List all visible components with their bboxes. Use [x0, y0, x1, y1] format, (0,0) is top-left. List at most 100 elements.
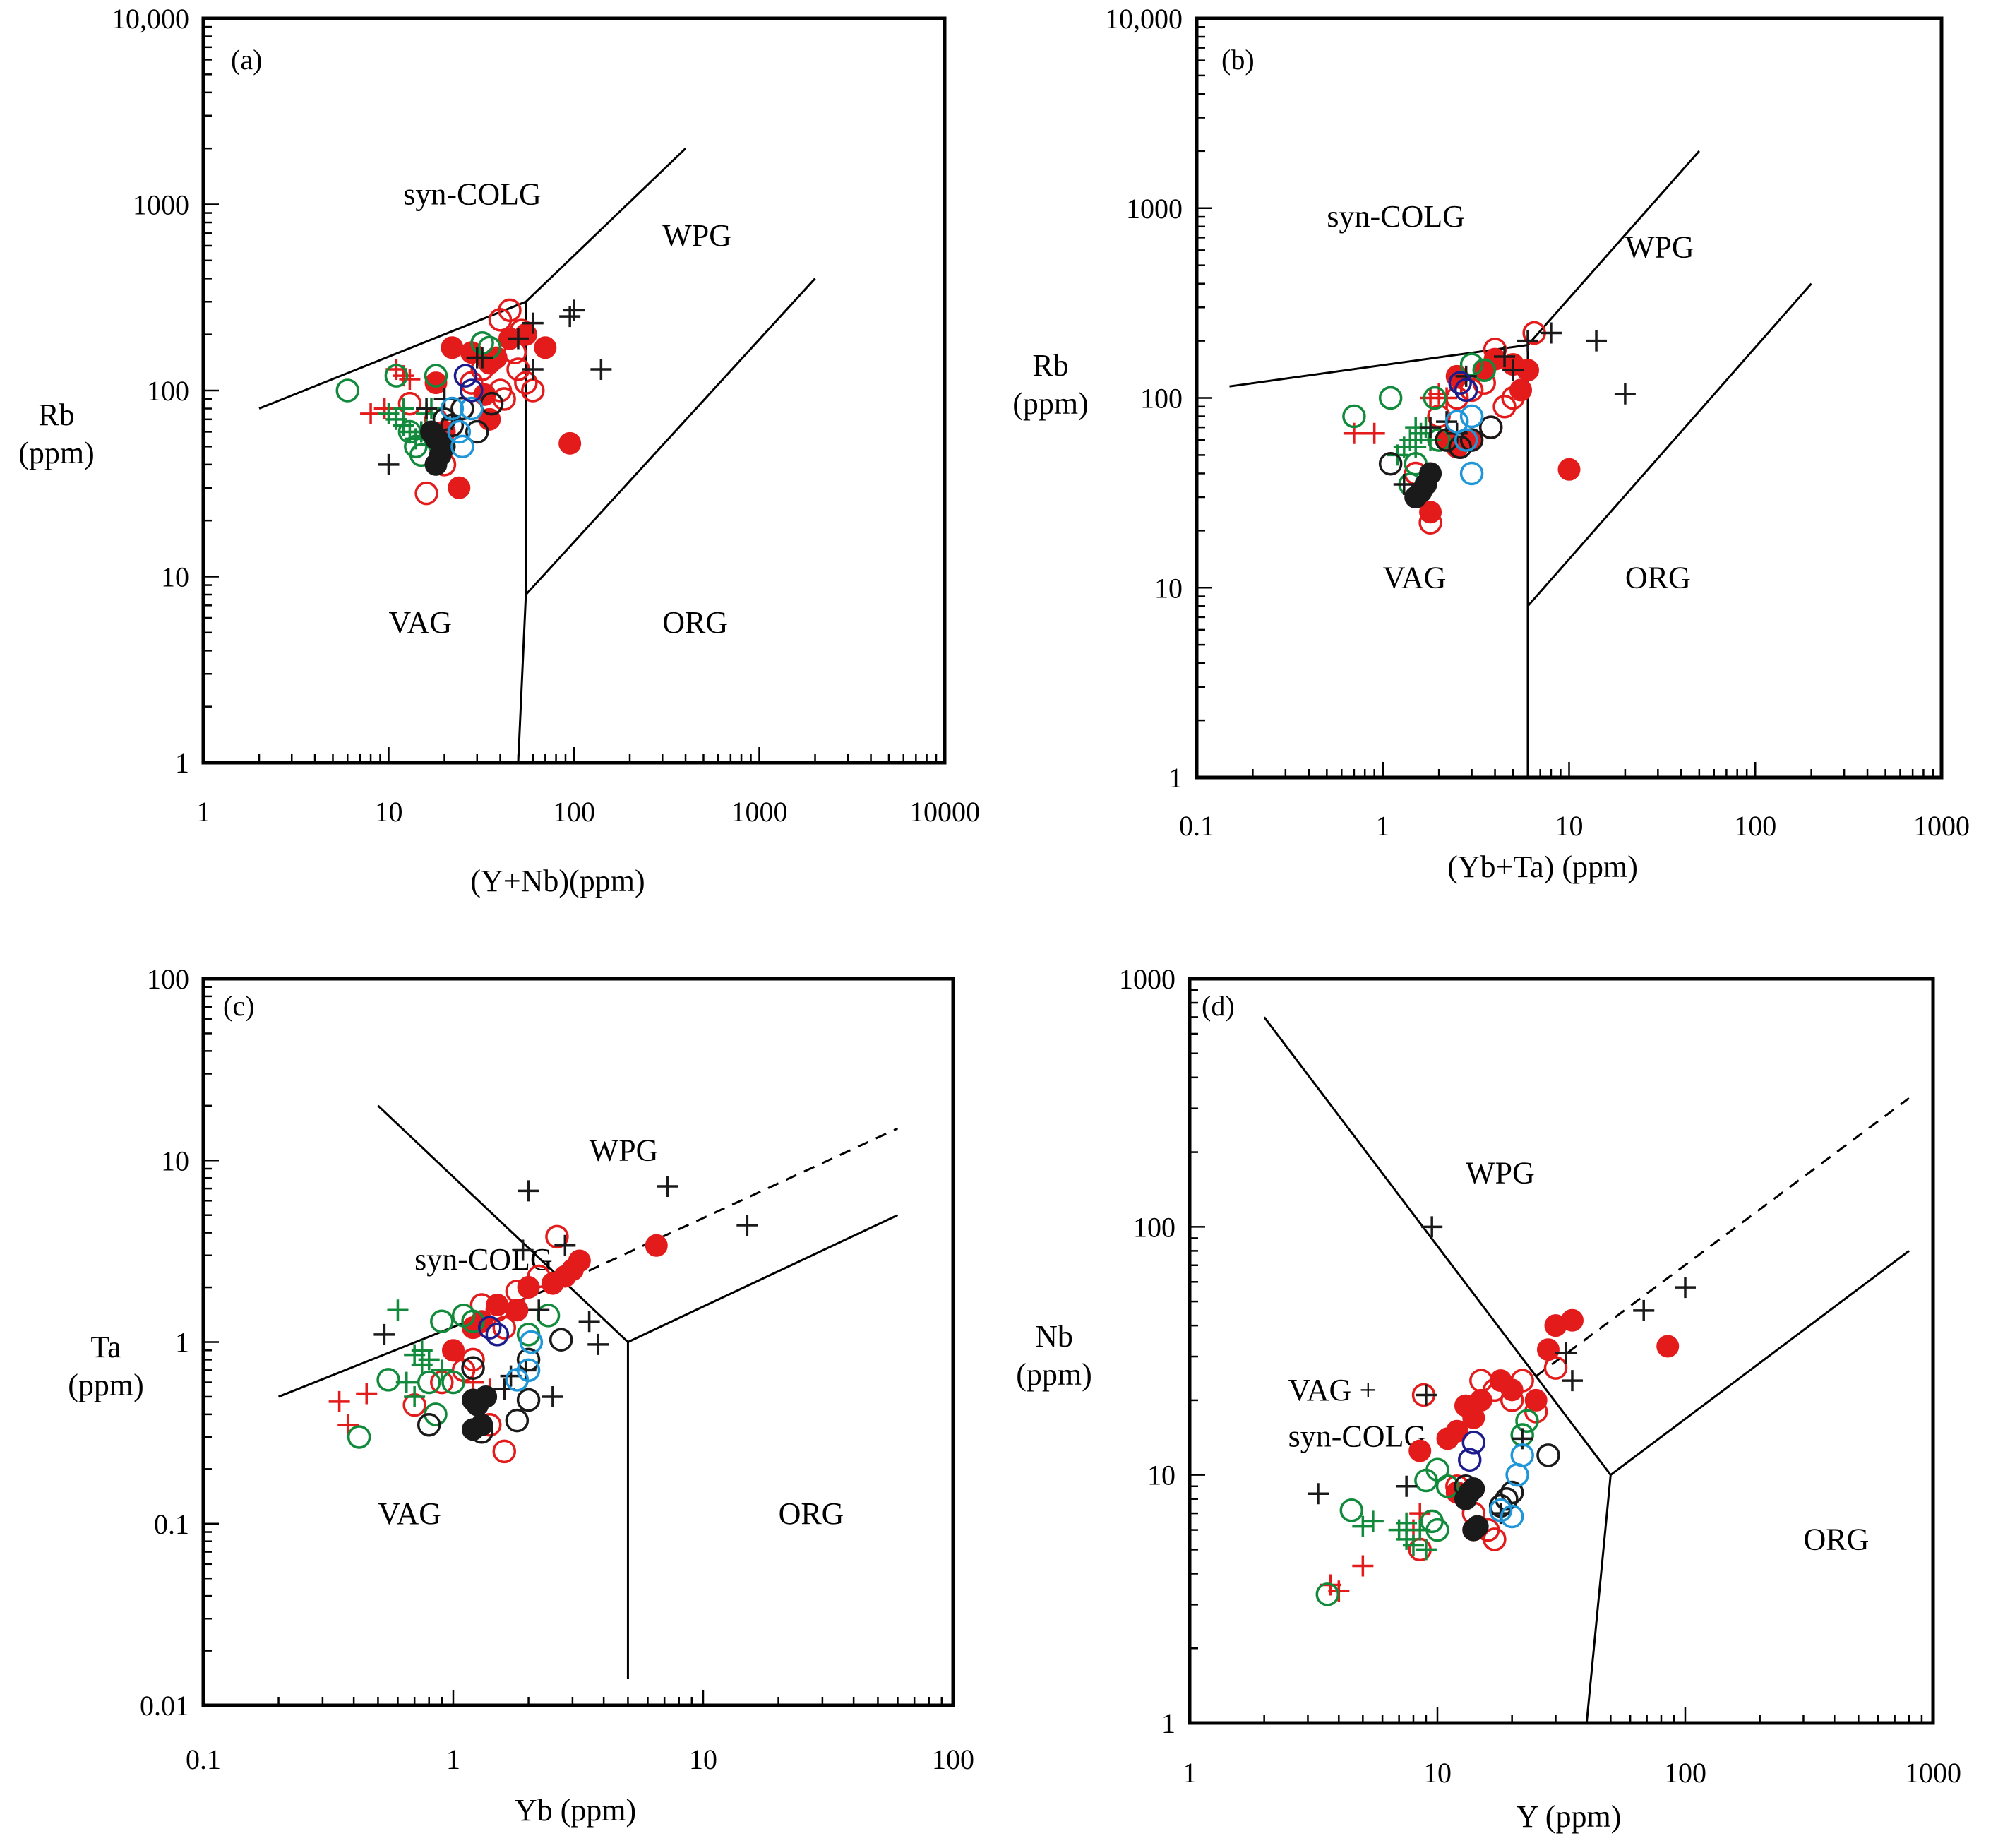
data-point-cross: [404, 1385, 426, 1407]
data-point-open-circle: [424, 364, 448, 388]
data-point-cross: [528, 1299, 550, 1321]
data-point-open-circle: [519, 1330, 544, 1354]
data-point-open-circle: [417, 1370, 441, 1395]
data-point-cross: [1633, 1299, 1655, 1321]
y-tick-label: 1000: [1126, 193, 1183, 225]
x-tick-label: 0.1: [1179, 810, 1214, 842]
data-point-open-circle: [1488, 1498, 1513, 1522]
boundary-line: [1585, 1250, 1910, 1724]
panel-a: 1 10 100 1000 10000 1 10 100 1000 10,000 syn-COLG W…: [18, 3, 980, 898]
data-point-cross: [1614, 383, 1636, 405]
data-point-open-circle: [1459, 404, 1484, 429]
y-tick-label: 1: [1168, 762, 1183, 794]
plot-area: 0.1 1 10 100 0.01 0.1 1 10 100 syn-COLG WPG VAG ORG: [140, 963, 974, 1775]
data-point-cross: [1555, 1342, 1577, 1364]
data-point-cross: [1415, 1384, 1437, 1406]
data-point-open-circle: [1339, 1498, 1364, 1522]
x-axis-label: (Y+Nb)(ppm): [470, 864, 645, 898]
x-tick-label: 10: [689, 1743, 717, 1775]
y-tick-label: 0.1: [154, 1508, 189, 1540]
data-point-open-circle: [485, 1323, 510, 1347]
x-tick-label: 1000: [731, 796, 788, 828]
y-axis-label-line1: Rb: [38, 398, 74, 432]
data-point-open-circle: [414, 481, 438, 506]
data-point-open-circle: [1515, 1409, 1539, 1433]
field-label: syn-COLG: [414, 1242, 553, 1277]
data-point-open-circle: [335, 378, 360, 403]
data-point-open-circle: [1472, 358, 1496, 382]
data-point-cross: [1405, 436, 1427, 458]
data-point-filled-circle: [1419, 462, 1442, 485]
x-tick-label: 10: [1555, 810, 1584, 842]
data-point-open-circle: [1543, 1356, 1568, 1380]
data-point-cross: [395, 1371, 417, 1393]
plot-frame: [201, 977, 955, 1707]
data-point-cross: [1396, 1475, 1418, 1497]
data-point-open-circle: [453, 364, 478, 388]
y-tick-label: 1: [1161, 1707, 1176, 1739]
data-point-filled-circle: [1454, 1487, 1477, 1510]
plot-area: 1 10 100 1000 1 10 100 1000 WPG VAG + syn-COLG ORG: [1119, 963, 1961, 1789]
field-label: WPG: [1466, 1155, 1535, 1190]
field-label: syn-COLG: [1288, 1419, 1427, 1454]
field-label: WPG: [1625, 230, 1694, 265]
data-point-cross: [1502, 359, 1524, 381]
data-point-open-circle: [521, 378, 545, 403]
data-point-open-circle: [1459, 461, 1484, 486]
data-point-open-circle: [488, 308, 513, 332]
data-point-cross: [373, 398, 395, 419]
boundary-line: [626, 1214, 899, 1679]
data-point-open-circle: [347, 1425, 371, 1449]
data-point-open-circle: [1536, 1443, 1560, 1467]
y-tick-label: 10: [1147, 1460, 1176, 1491]
field-label: ORG: [1803, 1522, 1869, 1556]
data-point-cross: [1352, 1555, 1374, 1577]
y-tick-label: 100: [1140, 383, 1183, 415]
data-point-open-circle: [1454, 428, 1478, 452]
field-label: ORG: [662, 605, 728, 640]
data-point-filled-circle: [541, 1272, 564, 1295]
data-point-cross: [554, 1234, 576, 1256]
data-point-filled-circle: [506, 1299, 529, 1322]
boundary-line: [517, 278, 816, 763]
field-label: VAG: [378, 1496, 441, 1531]
data-point-open-circle: [492, 1439, 517, 1464]
data-point-open-circle: [514, 371, 538, 395]
data-point-cross: [1308, 1483, 1329, 1505]
data-point-cross: [387, 1299, 409, 1321]
field-label: ORG: [779, 1496, 844, 1531]
data-point-filled-circle: [462, 1418, 485, 1441]
data-point-cross: [1396, 1512, 1418, 1534]
data-point-cross: [416, 398, 438, 419]
y-axis-label-line2: (ppm): [1016, 1357, 1092, 1392]
data-point-open-circle: [1423, 386, 1447, 410]
y-axis-label-line2: (ppm): [1012, 386, 1089, 421]
y-tick-label: 10,000: [1105, 3, 1183, 35]
y-axis-label-line1: Nb: [1035, 1319, 1073, 1354]
y-tick-label: 1: [175, 747, 189, 779]
data-point-open-circle: [430, 1309, 454, 1333]
x-tick-label: 1: [196, 796, 210, 828]
data-point-cross: [1409, 1519, 1431, 1541]
data-point-open-circle: [450, 434, 474, 459]
x-axis-label: Yb (ppm): [515, 1793, 636, 1828]
y-tick-label: 10: [1154, 572, 1183, 604]
plot-frame: [201, 16, 947, 765]
y-axis-label-line2: (ppm): [18, 436, 95, 470]
data-point-cross: [1421, 1216, 1443, 1238]
data-point-cross: [1415, 1539, 1437, 1561]
data-point-open-circle: [1501, 386, 1525, 410]
data-point-filled-circle: [442, 1339, 465, 1362]
data-point-cross: [1402, 1534, 1424, 1556]
data-point-cross: [563, 299, 585, 321]
data-point-open-circle: [492, 1316, 517, 1340]
data-point-filled-circle: [474, 1385, 498, 1408]
boundary-dashed-line: [552, 1127, 899, 1289]
data-point-open-circle: [447, 419, 472, 444]
field-label: VAG: [1383, 560, 1447, 595]
x-tick-label: 100: [553, 796, 595, 828]
data-point-open-circle: [461, 1356, 485, 1380]
data-point-open-circle: [1378, 386, 1403, 410]
data-point-cross: [399, 369, 421, 391]
data-point-open-circle: [1483, 1378, 1507, 1402]
